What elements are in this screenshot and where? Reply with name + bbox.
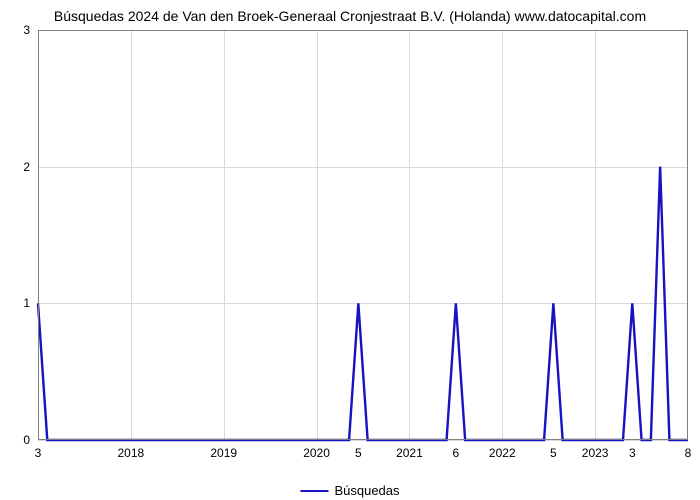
y-tick-label: 0 [23, 433, 30, 447]
y-tick-label: 1 [23, 296, 30, 310]
y-tick-label: 2 [23, 160, 30, 174]
peak-value-label: 3 [35, 446, 42, 460]
x-tick-label: 2022 [489, 446, 516, 460]
legend-label: Búsquedas [334, 483, 399, 498]
peak-value-label: 5 [550, 446, 557, 460]
x-tick-label: 2018 [117, 446, 144, 460]
chart-root: { "title": "Búsquedas 2024 de Van den Br… [0, 0, 700, 500]
plot-area: 0123 201820192020202120222023 356538 [38, 30, 688, 440]
x-tick-label: 2021 [396, 446, 423, 460]
line-series-svg [38, 30, 688, 440]
peak-value-label: 6 [453, 446, 460, 460]
x-tick-label: 2020 [303, 446, 330, 460]
x-tick-label: 2019 [210, 446, 237, 460]
y-tick-label: 3 [23, 23, 30, 37]
series-busquedas-line [38, 167, 688, 440]
legend-swatch [300, 490, 328, 492]
x-tick-label: 2023 [582, 446, 609, 460]
peak-value-label: 5 [355, 446, 362, 460]
peak-value-label: 3 [629, 446, 636, 460]
peak-value-label: 8 [685, 446, 692, 460]
legend: Búsquedas [300, 483, 399, 498]
chart-title: Búsquedas 2024 de Van den Broek-Generaal… [0, 8, 700, 24]
